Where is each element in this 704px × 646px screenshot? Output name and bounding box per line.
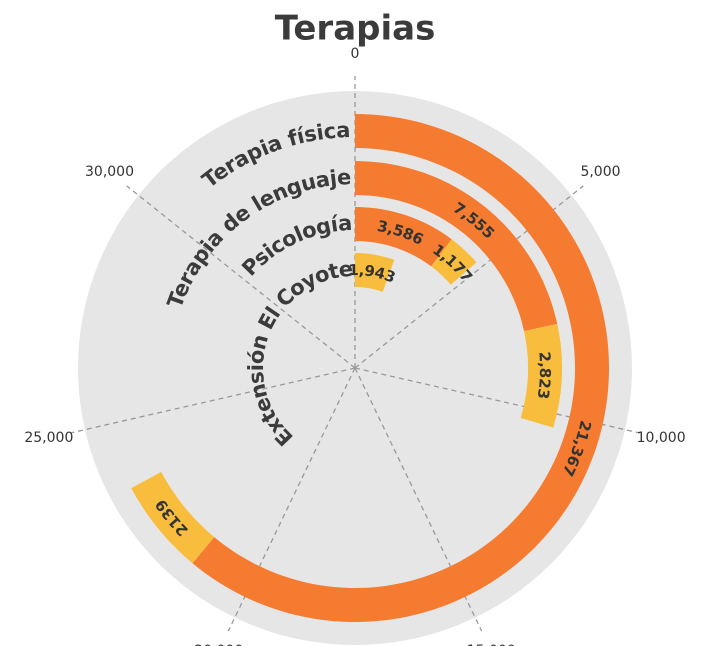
chart-title: Terapias — [275, 9, 436, 49]
bar-segment — [131, 472, 215, 564]
bar-segment — [431, 239, 477, 285]
tick-label: 15,000 — [467, 643, 516, 646]
value-label-text: 2,823 — [534, 351, 554, 400]
tick-label: 10,000 — [637, 430, 686, 446]
bar-segment — [355, 253, 395, 292]
bar-segment — [192, 114, 610, 622]
tick-label: 20,000 — [194, 643, 243, 646]
bar-segment — [355, 207, 452, 267]
value-label: 2,823 — [534, 351, 554, 400]
tick-label: 5,000 — [580, 164, 620, 180]
bar-segment — [520, 323, 562, 428]
grid-line — [126, 185, 356, 369]
tick-label: 30,000 — [85, 164, 134, 180]
bar-segment — [355, 161, 558, 332]
tick-label: 25,000 — [24, 430, 73, 446]
tick-label: 0 — [351, 46, 360, 62]
grid-line — [70, 367, 356, 434]
